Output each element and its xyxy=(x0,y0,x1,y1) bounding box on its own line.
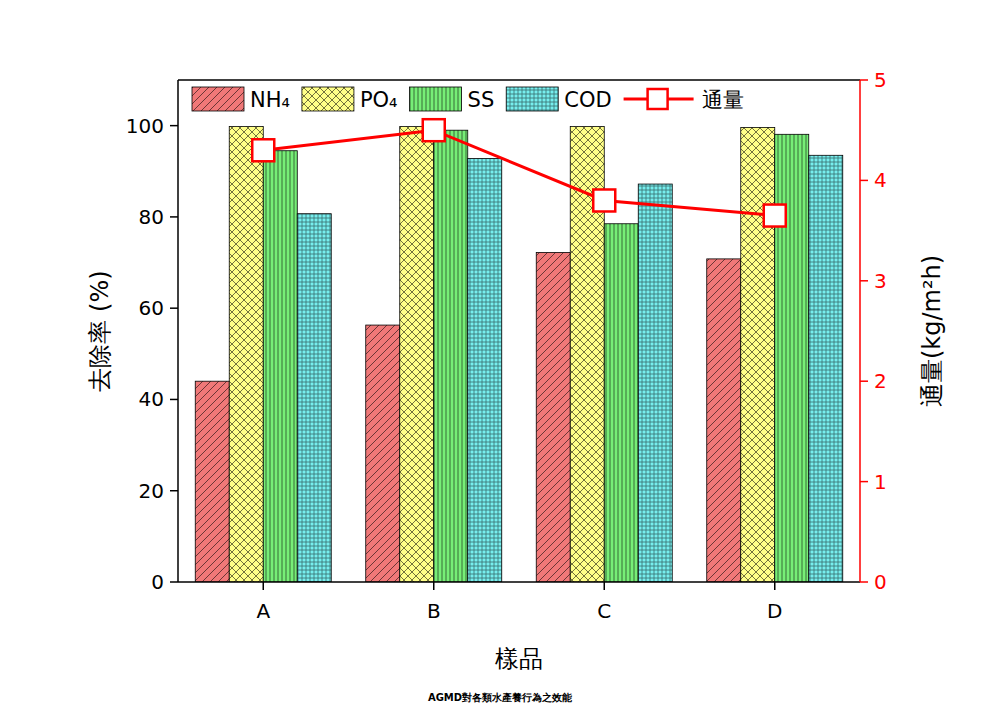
legend-label: 通量 xyxy=(702,88,744,112)
y-tick xyxy=(170,216,178,218)
x-tick-label: A xyxy=(256,599,270,623)
y2-tick xyxy=(860,79,868,81)
bar xyxy=(604,224,638,582)
y2-tick-label: 1 xyxy=(874,470,887,494)
y-tick xyxy=(170,581,178,583)
marker xyxy=(252,139,274,161)
y2-axis-label: 通量(kg/m²h) xyxy=(918,255,946,407)
x-axis xyxy=(178,581,860,583)
bar xyxy=(434,130,468,582)
y-tick xyxy=(170,399,178,401)
y-tick-label: 60 xyxy=(139,296,164,320)
x-tick xyxy=(604,582,606,590)
y2-tick xyxy=(860,581,868,583)
y-tick xyxy=(170,307,178,309)
y-axis-label: 去除率 (%) xyxy=(86,270,114,391)
x-tick-label: B xyxy=(427,599,441,623)
legend-label: PO₄ xyxy=(360,88,398,112)
y2-axis xyxy=(859,80,861,582)
bar xyxy=(297,214,331,582)
marker xyxy=(764,205,786,227)
x-tick xyxy=(433,582,435,590)
y-tick xyxy=(170,490,178,492)
legend-swatch xyxy=(410,87,462,111)
y-tick-label: 100 xyxy=(126,114,164,138)
marker xyxy=(423,119,445,141)
y-tick-label: 20 xyxy=(139,479,164,503)
y2-tick-label: 3 xyxy=(874,269,887,293)
y-tick-label: 0 xyxy=(151,570,164,594)
y2-tick xyxy=(860,180,868,182)
x-tick-label: C xyxy=(597,599,611,623)
bar xyxy=(366,325,400,582)
y-tick-label: 80 xyxy=(139,205,164,229)
title: AGMD對各類水產養行為之效能 xyxy=(428,692,573,703)
y2-tick xyxy=(860,280,868,282)
y-tick-label: 40 xyxy=(139,387,164,411)
bar xyxy=(638,184,672,582)
marker xyxy=(593,189,615,211)
legend: NH₄ PO₄ SS COD 通量 xyxy=(192,87,744,112)
legend-marker xyxy=(648,89,668,109)
legend-label: COD xyxy=(564,88,611,112)
legend-swatch xyxy=(192,87,244,111)
chart: 0 20 40 60 80 100 0 1 2 3 4 5 A B C D 樣品 去除率 (%) 通量(kg/m²h… xyxy=(0,0,1000,713)
x-tick xyxy=(263,582,265,590)
legend-swatch xyxy=(302,87,354,111)
bar xyxy=(229,127,263,582)
flux-line xyxy=(263,130,775,215)
x-axis-label: 樣品 xyxy=(495,645,543,673)
bar xyxy=(741,127,775,582)
frame-top xyxy=(178,79,860,81)
legend-swatch xyxy=(506,87,558,111)
bar xyxy=(809,155,843,582)
bar xyxy=(707,259,741,582)
legend-label: SS xyxy=(468,88,495,112)
y2-tick xyxy=(860,481,868,483)
y2-tick-label: 0 xyxy=(874,570,887,594)
y-axis xyxy=(177,80,179,582)
bar xyxy=(775,134,809,582)
bar xyxy=(195,381,229,582)
y2-tick xyxy=(860,380,868,382)
y2-tick-label: 2 xyxy=(874,369,887,393)
x-tick xyxy=(774,582,776,590)
bar xyxy=(536,253,570,582)
bar xyxy=(263,151,297,582)
legend-label: NH₄ xyxy=(250,88,290,112)
y2-tick-label: 5 xyxy=(874,68,887,92)
plot-area xyxy=(195,119,843,582)
y2-tick-label: 4 xyxy=(874,168,887,192)
bar xyxy=(400,127,434,582)
x-tick-label: D xyxy=(767,599,782,623)
bar xyxy=(468,158,502,582)
y-tick xyxy=(170,125,178,127)
